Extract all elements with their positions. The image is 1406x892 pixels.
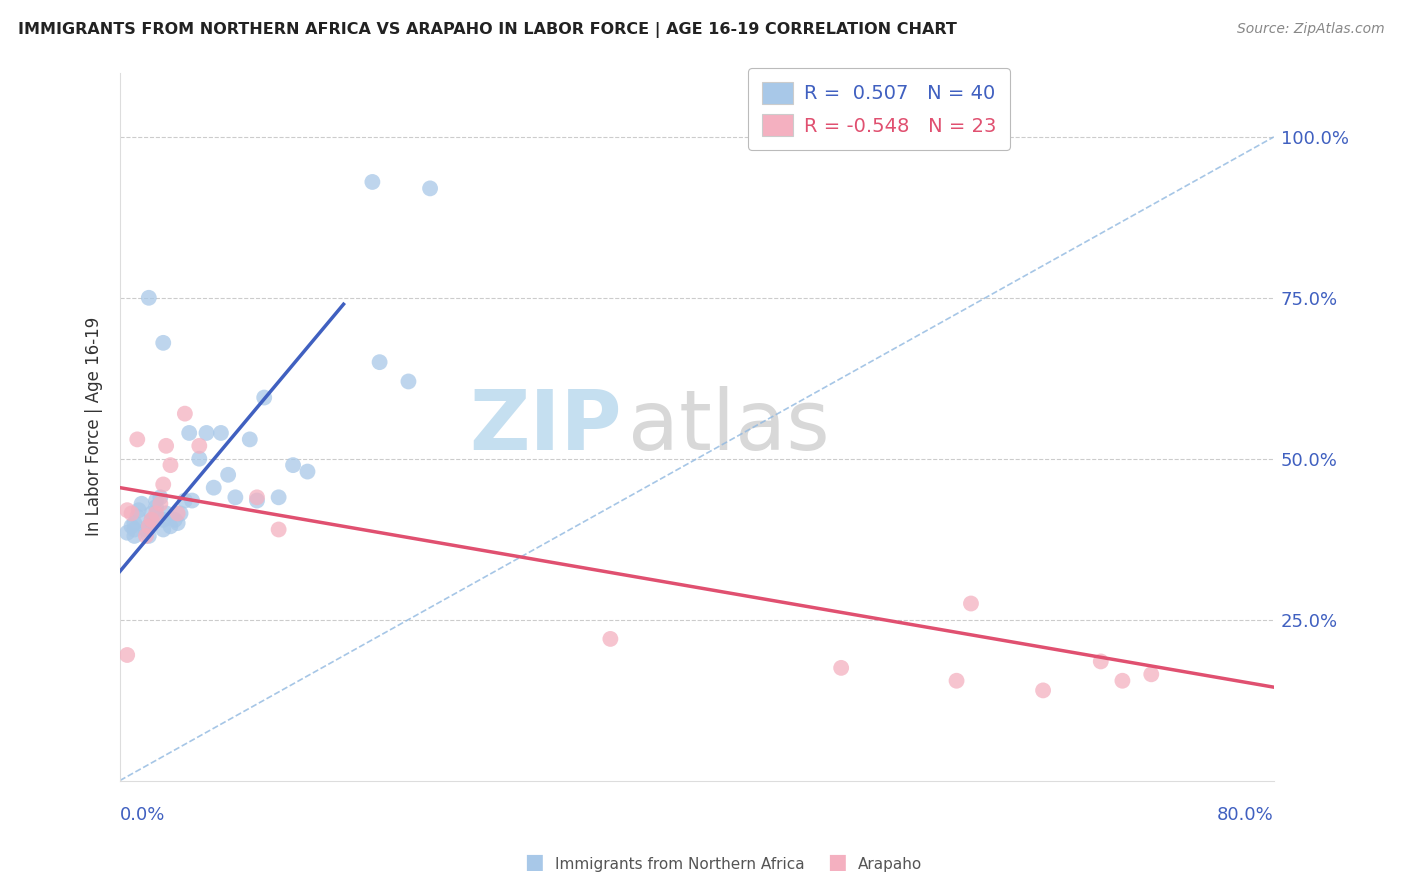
Point <box>149 491 172 505</box>
Point <box>224 491 246 505</box>
Point <box>830 661 852 675</box>
Point <box>419 181 441 195</box>
Point <box>138 519 160 533</box>
Point <box>398 375 420 389</box>
Point <box>115 503 138 517</box>
Point <box>152 513 174 527</box>
Text: ■: ■ <box>524 853 544 872</box>
Point <box>124 523 146 537</box>
Point <box>297 465 319 479</box>
Point <box>124 516 146 530</box>
Point <box>239 433 262 447</box>
Point <box>135 529 157 543</box>
Point <box>163 513 186 527</box>
Point <box>149 497 172 511</box>
Point <box>152 335 174 350</box>
Point <box>115 648 138 662</box>
Point <box>209 425 232 440</box>
Point <box>599 632 621 646</box>
Point <box>159 519 181 533</box>
Point <box>173 407 195 421</box>
Point <box>179 425 201 440</box>
Text: ■: ■ <box>827 853 846 872</box>
Text: atlas: atlas <box>627 386 830 467</box>
Point <box>127 433 149 447</box>
Point <box>135 523 157 537</box>
Point <box>173 493 195 508</box>
Point <box>159 458 181 472</box>
Text: 0.0%: 0.0% <box>120 806 166 824</box>
Point <box>131 497 153 511</box>
Point <box>217 467 239 482</box>
Legend: R =  0.507   N = 40, R = -0.548   N = 23: R = 0.507 N = 40, R = -0.548 N = 23 <box>748 68 1011 150</box>
Point <box>188 439 211 453</box>
Point <box>1090 655 1112 669</box>
Text: ZIP: ZIP <box>470 386 621 467</box>
Point <box>181 493 204 508</box>
Y-axis label: In Labor Force | Age 16-19: In Labor Force | Age 16-19 <box>86 317 103 536</box>
Point <box>145 493 167 508</box>
Point <box>121 507 143 521</box>
Point <box>138 519 160 533</box>
Text: Immigrants from Northern Africa: Immigrants from Northern Africa <box>555 857 806 872</box>
Point <box>253 391 276 405</box>
Point <box>115 525 138 540</box>
Point <box>128 503 150 517</box>
Point <box>141 513 163 527</box>
Point <box>121 519 143 533</box>
Point <box>361 175 384 189</box>
Point <box>141 513 163 527</box>
Point <box>246 491 269 505</box>
Text: IMMIGRANTS FROM NORTHERN AFRICA VS ARAPAHO IN LABOR FORCE | AGE 16-19 CORRELATIO: IMMIGRANTS FROM NORTHERN AFRICA VS ARAPA… <box>18 22 957 38</box>
Point <box>138 529 160 543</box>
Point <box>368 355 391 369</box>
Point <box>188 451 211 466</box>
Text: 80.0%: 80.0% <box>1218 806 1274 824</box>
Point <box>960 597 983 611</box>
Point <box>152 477 174 491</box>
Text: Source: ZipAtlas.com: Source: ZipAtlas.com <box>1237 22 1385 37</box>
Point <box>124 529 146 543</box>
Point <box>166 516 188 530</box>
Point <box>155 507 177 521</box>
Point <box>166 507 188 521</box>
Point <box>1111 673 1133 688</box>
Point <box>155 439 177 453</box>
Point <box>246 493 269 508</box>
Point <box>127 509 149 524</box>
Point <box>202 481 225 495</box>
Point <box>945 673 967 688</box>
Point <box>195 425 218 440</box>
Point <box>267 491 290 505</box>
Text: Arapaho: Arapaho <box>858 857 922 872</box>
Point <box>281 458 304 472</box>
Point <box>138 291 160 305</box>
Point <box>1140 667 1163 681</box>
Point <box>145 507 167 521</box>
Point <box>169 507 191 521</box>
Point <box>1032 683 1054 698</box>
Point <box>145 500 167 514</box>
Point <box>267 523 290 537</box>
Point <box>141 507 163 521</box>
Point <box>152 523 174 537</box>
